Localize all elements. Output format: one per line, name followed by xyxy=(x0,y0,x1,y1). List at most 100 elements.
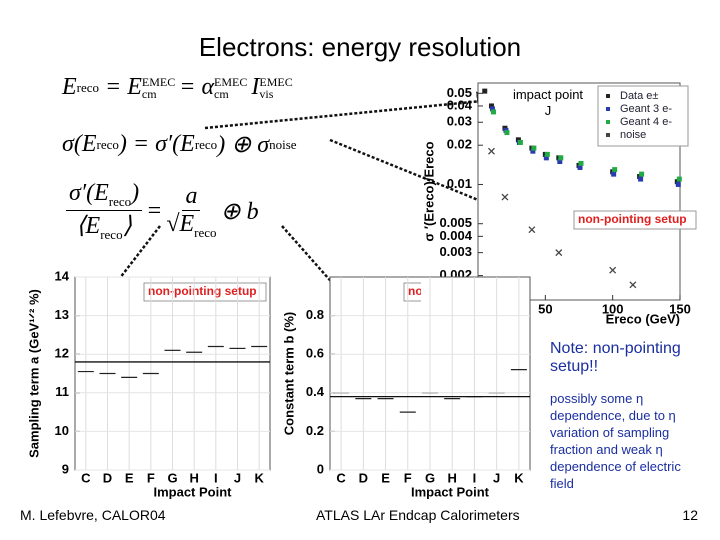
x-tick-label: H xyxy=(448,470,457,485)
x-tick-label: E xyxy=(381,470,390,485)
y-tick-label: 0.03 xyxy=(447,114,472,129)
formula-part: reco xyxy=(108,194,132,209)
x-tick-label: J xyxy=(493,470,500,485)
formula-part: E xyxy=(62,74,77,100)
annotation-text: non-pointing setup xyxy=(578,212,687,226)
point xyxy=(676,176,682,182)
formula-part: I xyxy=(251,74,260,100)
formula-part: ⟨E xyxy=(76,213,101,239)
x-tick-label: H xyxy=(189,470,198,485)
annotation-box xyxy=(143,282,267,302)
x-axis-label: Impact Point xyxy=(411,484,490,499)
y-tick-label: 10 xyxy=(55,423,69,438)
label-line: J xyxy=(545,103,552,118)
x-tick-label: E xyxy=(125,470,134,485)
y-tick-label: 14 xyxy=(55,268,70,283)
y-tick-label: 13 xyxy=(55,307,69,322)
x-tick-label: G xyxy=(425,470,435,485)
y-tick-label: 0.04 xyxy=(447,97,473,112)
point xyxy=(629,281,637,289)
formula-part: ⟩ xyxy=(122,213,132,239)
point xyxy=(482,88,488,94)
formula-part: = E xyxy=(105,74,142,100)
legend-label: Geant 4 e- xyxy=(620,116,672,128)
y-tick-label: 0.2 xyxy=(306,423,324,438)
footer-left: M. Lefebvre, CALOR04 xyxy=(20,507,166,523)
y-axis-label: Constant term b (%) xyxy=(281,312,296,436)
x-tick-label: I xyxy=(473,470,477,485)
formula-part: a xyxy=(182,183,201,211)
formula-part: EMEC xyxy=(214,74,248,89)
point xyxy=(528,226,536,234)
legend xyxy=(597,85,689,147)
formula-part: = xyxy=(146,198,163,224)
y-tick-label: 11 xyxy=(55,384,69,399)
point xyxy=(612,167,618,173)
formula-part: √ xyxy=(166,210,180,237)
annotation: non-pointing setup xyxy=(143,282,267,302)
point xyxy=(488,147,495,155)
formula-part: EMEC xyxy=(141,74,176,89)
x-tick-label: G xyxy=(167,470,177,485)
annotation: non-pointing setup xyxy=(573,210,697,230)
note: Note: non-pointing setup!! xyxy=(550,340,681,375)
point xyxy=(639,171,645,177)
formula-part: reco xyxy=(100,227,123,242)
y-axis-label: σ ′(Ereco)/Ereco xyxy=(421,141,436,241)
y-tick-label: 0.004 xyxy=(439,228,472,243)
point xyxy=(557,159,563,165)
y-tick-label: 9 xyxy=(62,461,69,476)
formula-part: ) = σ′(E xyxy=(118,131,195,157)
y-tick-label: 0.02 xyxy=(447,137,472,152)
y-tick-label: 0.01 xyxy=(447,176,472,191)
point xyxy=(490,109,496,115)
formula-part: σ′(E xyxy=(69,180,109,206)
legend-marker xyxy=(606,133,610,137)
formula-part: ) ⊕ σ xyxy=(217,132,270,158)
legend-label: noise xyxy=(620,129,646,141)
formula-part: reco xyxy=(194,136,218,152)
formula-part: reco xyxy=(76,79,100,95)
point xyxy=(578,160,584,166)
page-number: 12 xyxy=(682,507,698,523)
label-bg xyxy=(518,86,578,122)
point xyxy=(531,145,537,151)
point xyxy=(638,176,644,182)
formula-part: EMEC xyxy=(259,74,293,89)
legend-marker xyxy=(606,120,610,124)
formula-part: σ(E xyxy=(62,131,97,157)
formula-part: noise xyxy=(269,136,297,152)
point xyxy=(501,193,509,201)
y-axis-label: Sampling term a (GeV¹ᐟ² %) xyxy=(26,289,41,458)
footer-center: ATLAS LAr Endcap Calorimeters xyxy=(316,507,520,523)
x-tick-label: C xyxy=(336,470,346,485)
y-tick-label: 0.005 xyxy=(439,215,472,230)
annotation-text: non-pointing setup xyxy=(408,284,517,298)
point xyxy=(504,130,510,136)
formula-part: reco xyxy=(96,136,119,152)
formula-part: E xyxy=(179,210,195,237)
legend-marker xyxy=(606,94,610,98)
x-tick-label: K xyxy=(514,470,524,485)
label-line: impact point xyxy=(513,87,583,102)
formula-part: cm xyxy=(141,86,157,101)
point xyxy=(515,137,521,143)
point xyxy=(489,106,495,112)
x-tick-label: 100 xyxy=(602,301,624,316)
formula-part: cm xyxy=(214,86,229,101)
label: impact point J xyxy=(513,87,583,118)
x-tick-label: C xyxy=(81,470,91,485)
x-tick-label: I xyxy=(214,470,218,485)
formula-part: ⊕ b xyxy=(220,199,259,225)
legend-label: Geant 3 e- xyxy=(620,103,672,115)
x-tick-label: F xyxy=(404,470,412,485)
y-tick-label: 0.4 xyxy=(306,384,325,399)
x-tick-label: D xyxy=(103,470,112,485)
point xyxy=(558,155,564,161)
point xyxy=(544,151,550,157)
y-tick-label: 0.05 xyxy=(447,85,472,100)
y-tick-label: 0 xyxy=(317,461,324,476)
formula: σ′(Ereco) ⟨Ereco⟩ = a √Ereco ⊕ b xyxy=(62,180,259,243)
